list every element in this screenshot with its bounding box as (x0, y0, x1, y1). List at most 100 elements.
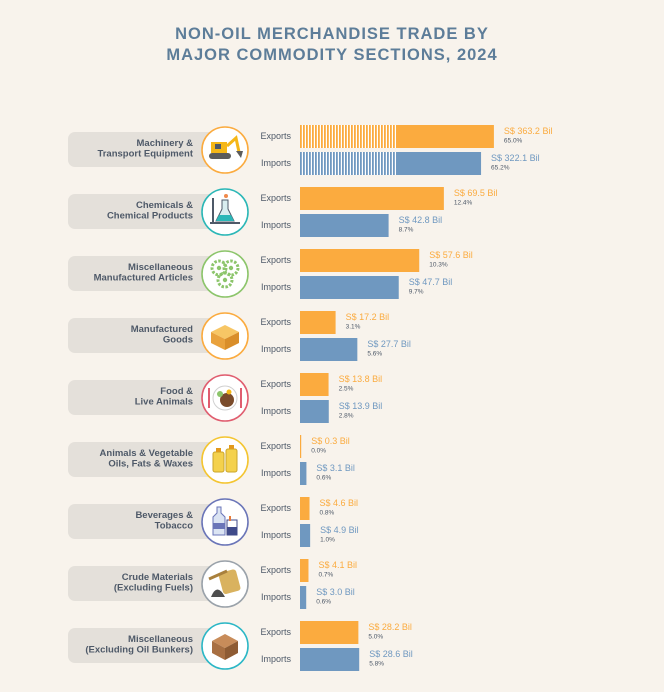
cap-2 (229, 445, 234, 449)
category-label-line: Chemical Products (107, 210, 193, 221)
bottle-1 (212, 451, 225, 473)
liquid (216, 215, 234, 221)
imports-flow-label: Imports (261, 654, 292, 664)
exports-share-label: 2.5% (339, 386, 354, 393)
gear-2 (216, 271, 234, 289)
meat (220, 393, 234, 407)
imports-flow-label: Imports (261, 344, 292, 354)
exports-bar (300, 249, 420, 272)
chart-title-line-2: MAJOR COMMODITY SECTIONS, 2024 (166, 46, 498, 64)
exports-share-label: 0.7% (318, 572, 333, 579)
category-label-line: Manufactured Articles (94, 272, 193, 283)
bottle-2 (225, 448, 238, 473)
category-label-bg (68, 380, 238, 415)
exports-bar (300, 559, 309, 582)
imports-bar (300, 214, 389, 237)
imports-flow-label: Imports (261, 592, 292, 602)
track (209, 153, 231, 159)
category-group: Food &Live Animals Exports S$ 13.8 Bil 2.5%… (68, 373, 382, 423)
category-label-line: Transport Equipment (97, 148, 193, 159)
box-right (225, 332, 239, 350)
cigarette (229, 516, 231, 521)
category-label-bg (68, 132, 238, 167)
category-label-line: Chemicals & (136, 200, 193, 211)
exports-value-label: S$ 4.6 Bil (320, 498, 359, 508)
imports-share-label: 2.8% (339, 413, 354, 420)
exports-value-label: S$ 57.6 Bil (429, 250, 473, 260)
imports-share-label: 0.6% (316, 475, 331, 482)
exports-value-label: S$ 17.2 Bil (346, 312, 390, 322)
category-label-line: (Excluding Oil Bunkers) (85, 644, 193, 655)
base (210, 222, 240, 224)
gear-0 (210, 259, 228, 277)
imports-share-label: 0.6% (316, 599, 331, 606)
category-label-bg (68, 318, 238, 353)
gear-hub-2 (222, 277, 228, 283)
imports-bar (300, 524, 311, 547)
greens (217, 391, 223, 397)
imports-share-label: 8.7% (399, 227, 414, 234)
category-label-line: Animals & Vegetable (100, 448, 193, 459)
imports-bar-hatched (300, 152, 396, 175)
icon-ring (201, 436, 249, 484)
raw-materials-icon (208, 569, 241, 597)
imports-bar (300, 586, 307, 609)
imports-share-label: 65.2% (491, 165, 510, 172)
exports-bar (300, 621, 359, 644)
category-group: Beverages &Tobacco Exports S$ 4.6 Bil 0.8% I… (68, 497, 359, 547)
imports-bar (396, 152, 482, 175)
category-group: Chemicals &Chemical Products Exports S$ 69… (68, 187, 497, 237)
pack-band (227, 527, 237, 535)
stand (212, 198, 214, 222)
imports-flow-label: Imports (261, 406, 292, 416)
imports-value-label: S$ 28.6 Bil (369, 649, 413, 659)
category-label-bg (68, 442, 238, 477)
category-label-line: Tobacco (155, 520, 194, 531)
category-group: Crude Materials(Excluding Fuels) Exports S… (68, 559, 357, 609)
timber (208, 569, 228, 581)
exports-share-label: 65.0% (504, 138, 523, 145)
category-label-line: Goods (163, 334, 193, 345)
cap-1 (216, 448, 221, 452)
exports-share-label: 5.0% (368, 634, 383, 641)
exports-value-label: S$ 13.8 Bil (339, 374, 383, 384)
category-label-line: Beverages & (135, 510, 193, 521)
exports-value-label: S$ 363.2 Bil (504, 126, 553, 136)
flask-icon (210, 194, 240, 224)
imports-flow-label: Imports (261, 530, 292, 540)
category-label-bg (68, 504, 238, 539)
category-group: Miscellaneous(Excluding Oil Bunkers) Expo… (68, 621, 413, 671)
cab-window (215, 144, 221, 149)
imports-flow-label: Imports (261, 220, 292, 230)
exports-flow-label: Exports (260, 379, 291, 389)
exports-flow-label: Exports (260, 503, 291, 513)
imports-share-label: 1.0% (320, 537, 335, 544)
fork (208, 388, 210, 408)
exports-value-label: S$ 4.1 Bil (318, 560, 357, 570)
category-label-line: Crude Materials (122, 572, 193, 583)
exports-bar (300, 497, 310, 520)
exports-share-label: 3.1% (346, 324, 361, 331)
bubble (224, 194, 228, 198)
sack (218, 569, 241, 595)
category-label-line: (Excluding Fuels) (114, 582, 193, 593)
imports-value-label: S$ 4.9 Bil (320, 525, 359, 535)
exports-bar (300, 187, 444, 210)
exports-value-label: S$ 69.5 Bil (454, 188, 498, 198)
arm (226, 135, 241, 153)
exports-flow-label: Exports (260, 565, 291, 575)
category-label-bg (68, 256, 238, 291)
imports-value-label: S$ 47.7 Bil (409, 277, 453, 287)
imports-bar (300, 400, 329, 423)
exports-value-label: S$ 28.2 Bil (368, 622, 412, 632)
category-label-bg (68, 194, 238, 229)
corn (226, 389, 232, 395)
exports-share-label: 0.0% (311, 448, 326, 455)
excavator-icon (209, 135, 243, 159)
category-label-line: Miscellaneous (128, 262, 193, 273)
category-label-line: Miscellaneous (128, 634, 193, 645)
oil-bottles-icon (212, 445, 238, 473)
category-label-bg (68, 566, 238, 601)
exports-share-label: 12.4% (454, 200, 473, 207)
